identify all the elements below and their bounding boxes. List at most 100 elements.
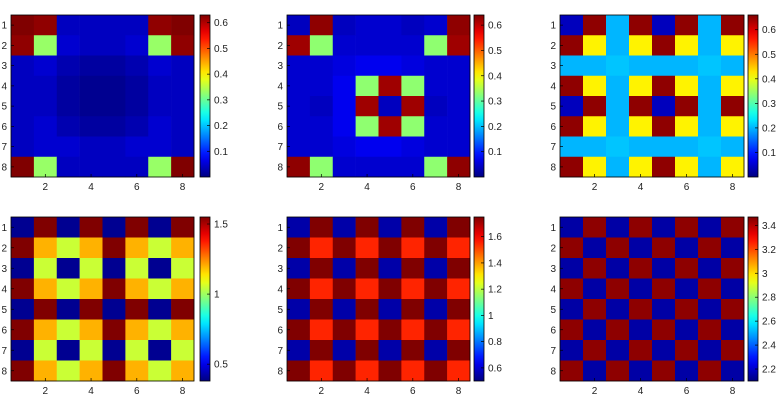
heatmap-cell-r2-c3 — [606, 237, 630, 259]
heatmap-cell-r2-c6 — [401, 237, 425, 259]
heatmap-cell-r8-c3 — [606, 360, 630, 382]
x-tick-label: 2 — [43, 182, 49, 193]
heatmap-cell-r5-c7 — [424, 96, 448, 117]
heatmap-cell-r2-c8 — [171, 237, 195, 259]
heatmap-cell-r1-c2 — [583, 217, 607, 238]
colorbar-tick-label: 0.5 — [214, 360, 228, 371]
x-tick-label: 6 — [410, 182, 416, 193]
colorbar-tick-label: 3 — [762, 269, 768, 280]
colorbar-tick-label: 3.4 — [762, 221, 776, 232]
heatmap-cell-r6-c4 — [355, 116, 379, 137]
heatmap-cell-r7-c7 — [698, 340, 722, 361]
heatmap-cell-r1-c8 — [721, 217, 745, 238]
y-tick-label: 6 — [277, 122, 283, 133]
heatmap-cell-r6-c2 — [309, 116, 334, 137]
heatmap-cell-r7-c6 — [675, 340, 699, 361]
y-tick-label: 2 — [277, 243, 283, 254]
heatmap-cell-r5-c6 — [125, 96, 149, 117]
heatmap-cell-r2-c6 — [125, 237, 149, 259]
heatmap-cell-r1-c4 — [629, 15, 653, 36]
heatmap-cell-r7-c7 — [424, 340, 448, 361]
heatmap-cell-r2-c3 — [332, 35, 356, 56]
colorbar-tick-label: 2.6 — [762, 317, 776, 328]
plot-frame — [559, 14, 745, 178]
heatmap-cell-r8-c4 — [629, 156, 653, 178]
heatmap-cell-r5-c3 — [332, 299, 356, 320]
y-tick-label: 5 — [1, 102, 7, 113]
heatmap-cell-r3-c8 — [721, 258, 745, 279]
y-tick-label: 7 — [277, 142, 283, 153]
heatmap-cell-r8-c7 — [698, 360, 722, 382]
heatmap-cell-r8-c1 — [11, 360, 35, 382]
heatmap-cell-r6-c8 — [447, 116, 471, 137]
heatmap-cell-r8-c4 — [629, 360, 653, 382]
y-tick-label: 1 — [550, 21, 556, 32]
colorbar-tick-label: 0.1 — [214, 147, 228, 158]
heatmap-cell-r2-c8 — [447, 237, 471, 259]
heatmap-cell-r8-c3 — [606, 156, 630, 178]
heatmap-cell-r5-c2 — [33, 96, 58, 117]
heatmap-cell-r2-c2 — [583, 35, 607, 56]
heatmap-panel-4: 1 2 3 4 5 6 7 8 2 4 6 8 0.5 1 1.5 — [1, 216, 228, 397]
colorbar-tick-label: 0.3 — [762, 99, 776, 110]
heatmap-panel-2: 1 2 3 4 5 6 7 8 2 4 6 8 0.1 0.2 0.3 0.4 0.5 0.6 — [277, 14, 502, 193]
heatmap-cell-r4-c6 — [675, 75, 699, 97]
heatmap-cell-r1-c8 — [447, 15, 471, 36]
heatmap-cell-r6-c2 — [309, 319, 334, 341]
plot-frame — [10, 216, 195, 382]
heatmap-cell-r3-c5 — [652, 258, 676, 279]
heatmap-cell-r6-c6 — [675, 319, 699, 341]
heatmap-cell-r5-c7 — [698, 96, 722, 117]
heatmap-cell-r7-c7 — [424, 136, 448, 158]
heatmap-cell-r6-c8 — [171, 116, 195, 137]
heatmap-cell-r2-c5 — [102, 35, 126, 56]
heatmap-cell-r7-c2 — [583, 136, 607, 158]
heatmap-cell-r5-c2 — [583, 299, 607, 320]
heatmap-cell-r6-c5 — [378, 319, 402, 341]
heatmap-cell-r3-c2 — [309, 258, 334, 279]
heatmap-cell-r7-c4 — [629, 340, 653, 361]
heatmap-cell-r1-c6 — [675, 15, 699, 36]
heatmap-cell-r7-c1 — [560, 136, 584, 158]
heatmap-cell-r5-c1 — [287, 96, 311, 117]
heatmap-cell-r2-c5 — [102, 237, 126, 259]
x-tick-label: 6 — [134, 182, 140, 193]
heatmap-cell-r2-c3 — [56, 237, 80, 259]
heatmap-cell-r1-c8 — [171, 15, 195, 36]
heatmap-cell-r4-c1 — [287, 75, 311, 97]
heatmap-cell-r6-c8 — [447, 319, 471, 341]
heatmap-cell-r5-c2 — [33, 299, 58, 320]
heatmap-cell-r1-c2 — [33, 15, 58, 36]
colorbar-tick-label: 0.4 — [762, 74, 776, 85]
heatmap-cell-r2-c4 — [355, 35, 379, 56]
y-tick-label: 8 — [277, 366, 283, 377]
heatmap-cell-r8-c5 — [652, 360, 676, 382]
heatmap-cell-r6-c1 — [11, 116, 35, 137]
heatmap-cell-r4-c8 — [721, 75, 745, 97]
colorbar-tick-label: 0.6 — [214, 18, 228, 29]
heatmap-cell-r5-c1 — [11, 96, 35, 117]
heatmap-cell-r6-c4 — [355, 319, 379, 341]
heatmap-cell-r2-c7 — [424, 35, 448, 56]
heatmap-cell-r1-c3 — [56, 217, 80, 238]
heatmap-cell-r5-c8 — [447, 96, 471, 117]
y-tick-label: 4 — [550, 81, 556, 92]
heatmap-cell-r7-c5 — [652, 136, 676, 158]
heatmap-cell-r7-c6 — [401, 340, 425, 361]
y-tick-label: 3 — [550, 61, 556, 72]
heatmap-cell-r5-c2 — [309, 96, 334, 117]
heatmap-cell-r1-c5 — [102, 15, 126, 36]
heatmap-cell-r7-c4 — [629, 136, 653, 158]
heatmap-cell-r7-c1 — [11, 136, 35, 158]
y-tick-label: 2 — [550, 41, 556, 52]
heatmap-cell-r5-c2 — [583, 96, 607, 117]
x-tick-label: 6 — [410, 386, 416, 397]
heatmap-cell-r8-c7 — [148, 156, 172, 178]
heatmap-cell-r2-c1 — [560, 237, 584, 259]
heatmap-cell-r1-c8 — [171, 217, 195, 238]
heatmap-cell-r6-c7 — [698, 116, 722, 137]
x-tick-label: 6 — [684, 182, 690, 193]
heatmap-cell-r4-c7 — [698, 278, 722, 300]
heatmap-cell-r3-c4 — [629, 55, 653, 77]
heatmap-cell-r6-c4 — [79, 116, 103, 137]
